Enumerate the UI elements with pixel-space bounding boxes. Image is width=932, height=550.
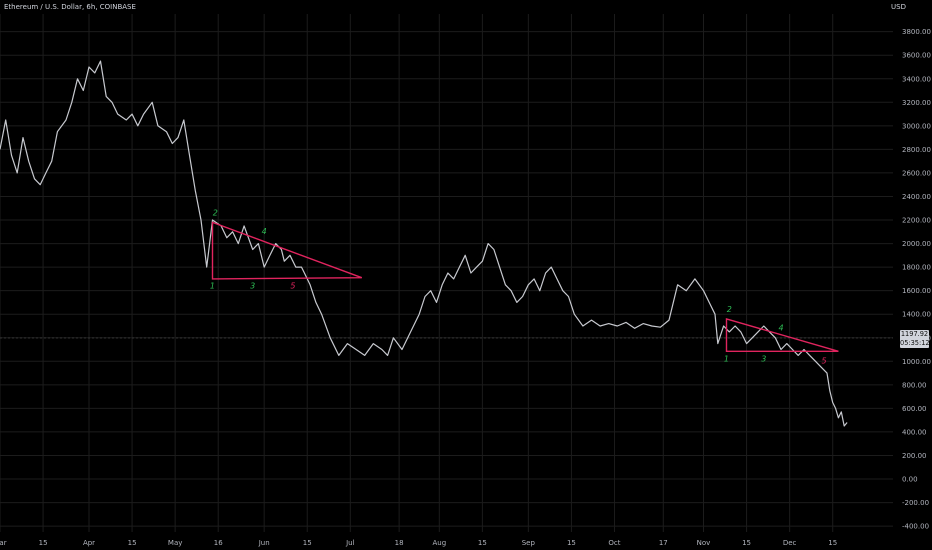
x-tick-label: 15 xyxy=(828,539,837,547)
chart-title: Ethereum / U.S. Dollar, 6h, COINBASE xyxy=(4,3,136,11)
x-tick-label: Mar xyxy=(0,539,7,547)
y-tick-label: 1000.00 xyxy=(902,358,931,366)
y-tick-label: -400.00 xyxy=(902,523,929,531)
last-price-label: 1197.92 05:35:12 xyxy=(900,330,930,348)
y-tick-label: 3000.00 xyxy=(902,122,931,130)
y-tick-label: 1800.00 xyxy=(902,264,931,272)
triangle-pattern xyxy=(725,317,839,352)
x-tick-label: 17 xyxy=(659,539,668,547)
wave-label: 5 xyxy=(290,281,295,290)
x-tick-label: 15 xyxy=(303,539,312,547)
x-tick-label: 15 xyxy=(39,539,48,547)
x-tick-label: Dec xyxy=(783,539,797,547)
y-tick-label: 2400.00 xyxy=(902,193,931,201)
currency-label: USD xyxy=(891,3,906,11)
wave-label: 1 xyxy=(210,281,215,290)
x-tick-label: Apr xyxy=(83,539,95,547)
y-tick-label: 400.00 xyxy=(902,428,927,436)
wave-label: 1 xyxy=(724,354,729,363)
y-tick-label: 2600.00 xyxy=(902,169,931,177)
wave-label: 2 xyxy=(213,208,218,217)
y-tick-label: 800.00 xyxy=(902,381,927,389)
y-tick-label: 1400.00 xyxy=(902,311,931,319)
x-tick-label: Aug xyxy=(432,539,446,547)
price-line xyxy=(0,60,848,427)
wave-label: 5 xyxy=(822,357,827,366)
triangle-annotations[interactable]: 1 2 3 4 5 1 2 3 4 5 xyxy=(210,208,839,366)
wave-label: 2 xyxy=(727,305,732,314)
y-tick-label: 600.00 xyxy=(902,405,927,413)
x-tick-label: 15 xyxy=(478,539,487,547)
x-axis: Mar 15 Apr 15 May 16 Jun 15 Jul 18 Aug 15 Sep 15 Oct 17… xyxy=(0,539,837,547)
y-tick-label: 2000.00 xyxy=(902,240,931,248)
y-tick-label: 1600.00 xyxy=(902,287,931,295)
x-tick-label: Nov xyxy=(697,539,711,547)
wave-label: 3 xyxy=(250,281,255,290)
y-tick-label: 0.00 xyxy=(902,476,918,484)
last-price-value: 1197.92 xyxy=(900,330,929,338)
y-tick-label: 200.00 xyxy=(902,452,927,460)
x-tick-label: Jul xyxy=(345,539,355,547)
x-tick-label: Jun xyxy=(258,539,270,547)
y-tick-label: 3600.00 xyxy=(902,52,931,60)
x-tick-label: 15 xyxy=(567,539,576,547)
x-tick-label: 15 xyxy=(128,539,137,547)
price-series xyxy=(0,60,848,427)
y-tick-label: -200.00 xyxy=(902,499,929,507)
x-tick-label: Sep xyxy=(522,539,536,547)
x-tick-label: 16 xyxy=(214,539,223,547)
wave-label: 3 xyxy=(761,354,766,363)
x-tick-label: 15 xyxy=(742,539,751,547)
last-price-countdown: 05:35:12 xyxy=(900,339,930,347)
x-tick-label: May xyxy=(168,539,182,547)
y-tick-label: 2200.00 xyxy=(902,217,931,225)
y-tick-label: 2800.00 xyxy=(902,146,931,154)
x-tick-label: 18 xyxy=(395,539,404,547)
y-tick-label: 3800.00 xyxy=(902,28,931,36)
triangle-pattern xyxy=(211,221,363,280)
grid xyxy=(0,14,893,532)
wave-label: 4 xyxy=(262,227,267,236)
y-axis: 3800.00 3600.00 3400.00 3200.00 3000.00 2800.… xyxy=(902,28,931,530)
x-tick-label: Oct xyxy=(608,539,620,547)
y-tick-label: 3200.00 xyxy=(902,99,931,107)
y-tick-label: 3400.00 xyxy=(902,75,931,83)
wave-label: 4 xyxy=(778,324,783,333)
